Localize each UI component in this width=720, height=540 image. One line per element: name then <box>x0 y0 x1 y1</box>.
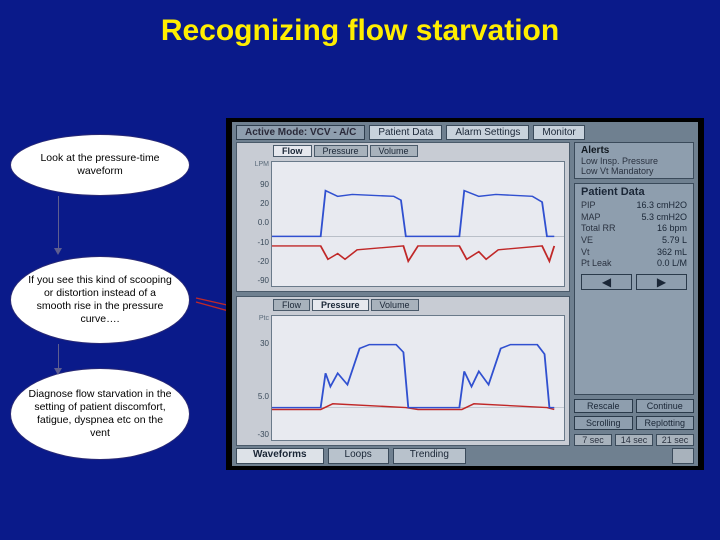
ventilator-monitor: Active Mode: VCV - A/C Patient Data Alar… <box>226 118 704 470</box>
monitor-bottom-tabs: Waveforms Loops Trending <box>232 448 698 466</box>
bottom-tab-trending[interactable]: Trending <box>393 448 466 464</box>
wave2-y-axis: Ptc 30 5.0 -30 <box>239 315 269 439</box>
waveform-panel-2: Flow Pressure Volume 2.6 Ptc 30 5.0 -30 <box>236 296 570 446</box>
wave1-trace-bottom <box>272 246 554 261</box>
nav-right-button[interactable]: ▶ <box>636 274 687 290</box>
wave1-tab-volume[interactable]: Volume <box>370 145 418 157</box>
monitor-top-bar: Active Mode: VCV - A/C Patient Data Alar… <box>232 122 698 142</box>
bubble-3-diagnose: Diagnose flow starvation in the setting … <box>10 368 190 460</box>
arrow-2-head <box>54 368 62 375</box>
patient-data-box: Patient Data PIP16.3 cmH2O MAP5.3 cmH2O … <box>574 183 694 395</box>
bubble-2-scooping: If you see this kind of scooping or dist… <box>10 256 190 344</box>
bottom-tab-waveforms[interactable]: Waveforms <box>236 448 324 464</box>
scrolling-button[interactable]: Scrolling <box>574 416 633 430</box>
arrow-1-stem <box>58 196 59 248</box>
arrow-2-stem <box>58 344 59 368</box>
timebase-7s[interactable]: 7 sec <box>574 434 612 446</box>
waveform-panel-1: Flow Pressure Volume 0.0 LPM 90 20 0.0 -… <box>236 142 570 292</box>
control-buttons: Rescale Continue Scrolling Replotting <box>574 399 694 430</box>
slide-title: Recognizing flow starvation <box>0 14 720 48</box>
wave1-plot <box>271 161 565 287</box>
continue-button[interactable]: Continue <box>636 399 695 413</box>
wave2-plot <box>271 315 565 441</box>
timebase-14s[interactable]: 14 sec <box>615 434 653 446</box>
nav-left-button[interactable]: ◀ <box>581 274 632 290</box>
wave1-trace-top <box>272 191 554 237</box>
wave2-tab-pressure[interactable]: Pressure <box>312 299 369 311</box>
waveform-column: Flow Pressure Volume 0.0 LPM 90 20 0.0 -… <box>236 142 570 446</box>
wave1-y-axis: LPM 90 20 0.0 -10 -20 -90 <box>239 161 269 285</box>
bottom-icon[interactable] <box>672 448 694 464</box>
top-tab-patient-data[interactable]: Patient Data <box>369 125 442 140</box>
rescale-button[interactable]: Rescale <box>574 399 633 413</box>
wave2-tab-flow[interactable]: Flow <box>273 299 310 311</box>
wave2-trace-blue <box>272 345 554 408</box>
bubble-1-look: Look at the pressure-time waveform <box>10 134 190 196</box>
active-mode-label: Active Mode: VCV - A/C <box>236 125 365 140</box>
arrow-1-head <box>54 248 62 255</box>
wave2-trace-red <box>272 404 554 410</box>
wave1-tab-flow[interactable]: Flow <box>273 145 312 157</box>
top-tab-alarm-settings[interactable]: Alarm Settings <box>446 125 529 140</box>
timebase-21s[interactable]: 21 sec <box>656 434 694 446</box>
top-tab-monitor[interactable]: Monitor <box>533 125 584 140</box>
wave1-tab-pressure[interactable]: Pressure <box>314 145 368 157</box>
monitor-sidebar: Alerts Low Insp. Pressure Low Vt Mandato… <box>574 142 694 446</box>
timebase-row: 7 sec 14 sec 21 sec <box>574 434 694 446</box>
wave2-tab-volume[interactable]: Volume <box>371 299 419 311</box>
bottom-tab-loops[interactable]: Loops <box>328 448 389 464</box>
replotting-button[interactable]: Replotting <box>636 416 695 430</box>
alerts-box: Alerts Low Insp. Pressure Low Vt Mandato… <box>574 142 694 179</box>
